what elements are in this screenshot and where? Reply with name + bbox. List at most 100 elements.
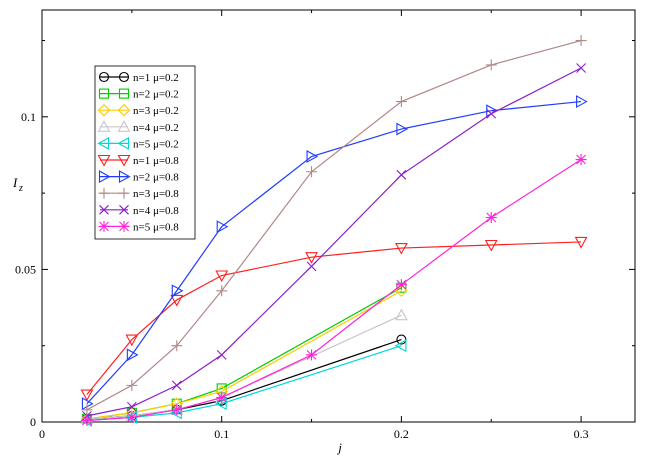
legend-item: n=3 μ=0.8 — [98, 187, 179, 200]
series-line — [86, 100, 582, 405]
legend-marker — [118, 187, 130, 199]
data-point — [305, 252, 318, 264]
legend-marker — [119, 204, 129, 215]
data-point — [394, 339, 407, 353]
data-point — [125, 334, 139, 347]
data-point — [216, 285, 228, 297]
data-point — [486, 108, 497, 119]
legend-marker — [97, 120, 111, 132]
series-line — [86, 241, 582, 395]
data-point — [81, 404, 93, 416]
data-point — [306, 261, 317, 272]
legend-item: n=1 μ=0.2 — [98, 71, 179, 84]
series-7 — [81, 95, 588, 411]
data-point — [576, 95, 588, 108]
legend-label: n=5 μ=0.8 — [133, 221, 179, 233]
legend-marker — [98, 187, 110, 199]
legend-label: n=3 μ=0.8 — [133, 188, 179, 200]
data-point — [394, 308, 408, 321]
legend-label: n=1 μ=0.8 — [133, 155, 179, 167]
legend-marker — [117, 154, 131, 167]
axis-ticks: 0 0.1 0.2 0.3 0 0.05 0.1 — [15, 10, 635, 441]
series-line — [86, 314, 402, 420]
data-point — [576, 63, 586, 73]
legend-item: n=2 μ=0.8 — [98, 170, 179, 184]
data-point — [81, 414, 93, 426]
x-tick-label: 0.1 — [214, 427, 229, 441]
data-point — [575, 154, 587, 166]
data-point — [484, 239, 498, 252]
legend-marker — [117, 103, 131, 117]
legend-marker — [118, 88, 130, 99]
legend-item: n=5 μ=0.8 — [98, 220, 179, 233]
series-line — [86, 39, 582, 411]
legend-marker — [97, 103, 111, 117]
legend-marker — [99, 204, 109, 215]
data-point — [485, 59, 497, 71]
x-tick-label: 0.3 — [574, 427, 589, 441]
plot-frame — [41, 9, 636, 423]
legend-marker — [97, 136, 110, 150]
legend-marker — [118, 71, 130, 83]
series-line — [86, 159, 582, 422]
legend-marker — [98, 220, 110, 232]
data-point — [574, 236, 588, 249]
legend: n=1 μ=0.2 n=2 μ=0.2 n=3 μ=0.2 n=4 μ=0.2 n=5 … — [94, 65, 196, 240]
legend-item: n=1 μ=0.8 — [97, 154, 179, 167]
legend-label: n=4 μ=0.8 — [133, 205, 179, 217]
series-line — [86, 290, 402, 420]
data-point — [575, 35, 587, 47]
legend-marker — [117, 136, 130, 150]
y-tick-label: 0.1 — [21, 110, 36, 124]
data-point — [306, 150, 319, 163]
legend-label: n=3 μ=0.2 — [133, 105, 179, 117]
data-point — [396, 169, 407, 180]
data-point — [216, 220, 229, 234]
legend-item: n=3 μ=0.2 — [97, 103, 179, 117]
legend-label: n=5 μ=0.2 — [133, 138, 179, 150]
data-point — [126, 401, 137, 412]
data-point — [126, 348, 139, 362]
data-point — [216, 392, 228, 404]
data-point — [395, 279, 407, 291]
data-point — [80, 389, 94, 402]
legend-marker — [98, 88, 110, 99]
legend-label: n=1 μ=0.2 — [133, 72, 179, 84]
y-tick-label: 0.05 — [15, 262, 36, 276]
series-9 — [82, 63, 586, 421]
data-point — [126, 411, 138, 423]
series-8 — [81, 35, 587, 416]
y-tick-label: 0 — [30, 415, 36, 429]
series-6 — [80, 236, 588, 402]
legend-marker — [117, 120, 131, 132]
legend-item: n=5 μ=0.2 — [97, 136, 179, 150]
data-point — [126, 379, 138, 391]
x-tick-label: 0.2 — [394, 427, 409, 441]
x-tick-label: 0 — [39, 427, 45, 441]
series-2 — [81, 282, 407, 424]
y-axis-label: I — [12, 175, 18, 190]
data-point — [170, 294, 184, 307]
data-point — [485, 212, 497, 224]
legend-marker — [118, 220, 130, 232]
x-axis-label: j — [336, 440, 342, 455]
legend-item: n=4 μ=0.2 — [97, 120, 179, 134]
y-axis-label-group: I z — [12, 175, 23, 194]
data-point — [171, 284, 184, 298]
data-point — [306, 166, 318, 178]
data-point — [171, 380, 182, 391]
legend-label: n=4 μ=0.2 — [133, 122, 179, 134]
data-point — [394, 242, 408, 255]
legend-label: n=2 μ=0.8 — [133, 172, 179, 184]
legend-label: n=2 μ=0.2 — [133, 89, 179, 101]
data-point — [396, 122, 409, 136]
y-axis-label-subscript: z — [18, 183, 23, 194]
legend-item: n=2 μ=0.2 — [98, 88, 179, 101]
data-point — [216, 349, 227, 360]
legend-marker — [98, 71, 110, 83]
legend-marker — [98, 170, 111, 184]
legend-marker — [97, 154, 111, 167]
data-point — [171, 404, 183, 416]
data-point — [395, 96, 407, 108]
